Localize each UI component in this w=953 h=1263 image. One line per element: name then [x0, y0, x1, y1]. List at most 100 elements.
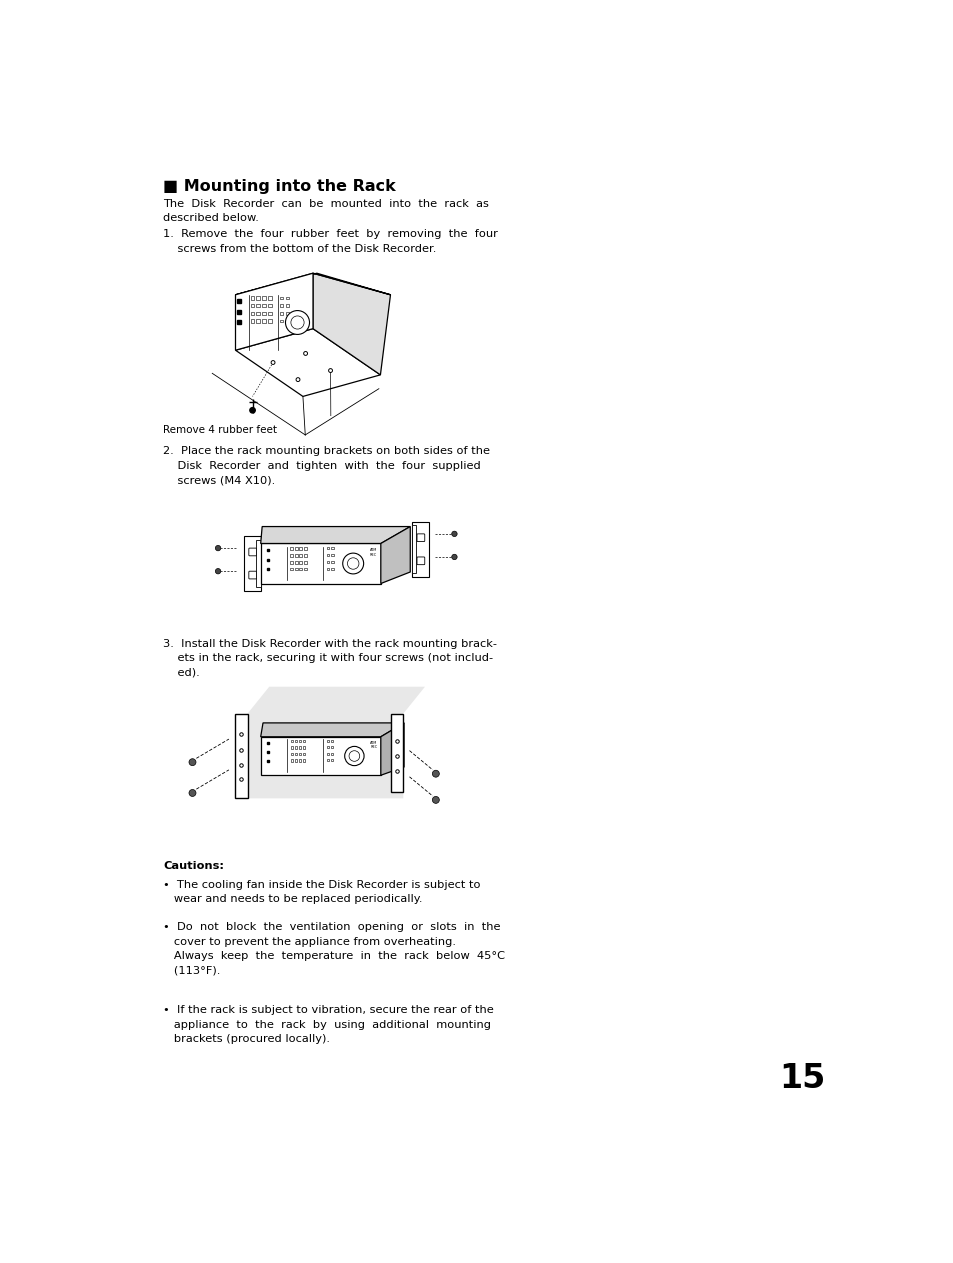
FancyBboxPatch shape [302, 746, 305, 749]
FancyBboxPatch shape [416, 534, 424, 542]
FancyBboxPatch shape [304, 567, 306, 571]
FancyBboxPatch shape [286, 297, 289, 299]
Circle shape [303, 351, 307, 355]
Text: •  The cooling fan inside the Disk Recorder is subject to
   wear and needs to b: • The cooling fan inside the Disk Record… [163, 880, 480, 904]
FancyBboxPatch shape [326, 746, 329, 749]
Polygon shape [313, 273, 390, 375]
FancyBboxPatch shape [302, 740, 305, 741]
FancyBboxPatch shape [234, 714, 247, 798]
Circle shape [452, 532, 456, 537]
FancyBboxPatch shape [416, 557, 424, 565]
FancyBboxPatch shape [291, 740, 293, 741]
FancyBboxPatch shape [291, 746, 293, 749]
Circle shape [250, 408, 255, 413]
FancyBboxPatch shape [286, 312, 289, 314]
Circle shape [189, 789, 195, 797]
FancyBboxPatch shape [268, 297, 272, 299]
FancyBboxPatch shape [302, 759, 305, 762]
Circle shape [295, 378, 299, 381]
FancyBboxPatch shape [290, 553, 293, 557]
Polygon shape [235, 273, 390, 294]
FancyBboxPatch shape [391, 714, 403, 792]
FancyBboxPatch shape [280, 320, 283, 322]
Circle shape [271, 360, 274, 365]
FancyBboxPatch shape [299, 567, 302, 571]
FancyBboxPatch shape [298, 746, 301, 749]
FancyBboxPatch shape [260, 736, 380, 775]
FancyBboxPatch shape [251, 312, 253, 316]
FancyBboxPatch shape [294, 561, 297, 563]
FancyBboxPatch shape [255, 539, 260, 587]
Circle shape [342, 553, 363, 573]
FancyBboxPatch shape [331, 554, 334, 557]
Circle shape [291, 316, 304, 330]
FancyBboxPatch shape [331, 568, 334, 571]
FancyBboxPatch shape [331, 759, 333, 762]
Text: •  Do  not  block  the  ventilation  opening  or  slots  in  the
   cover to pre: • Do not block the ventilation opening o… [163, 922, 505, 975]
FancyBboxPatch shape [298, 759, 301, 762]
Circle shape [452, 554, 456, 560]
FancyBboxPatch shape [249, 548, 256, 556]
Circle shape [189, 759, 195, 765]
FancyBboxPatch shape [286, 304, 289, 307]
Text: 2.  Place the rack mounting brackets on both sides of the
    Disk  Recorder  an: 2. Place the rack mounting brackets on b… [163, 446, 490, 485]
Text: Remove 4 rubber feet: Remove 4 rubber feet [163, 424, 277, 434]
FancyBboxPatch shape [304, 561, 306, 563]
FancyBboxPatch shape [268, 312, 272, 316]
FancyBboxPatch shape [326, 753, 329, 755]
Polygon shape [235, 273, 313, 350]
FancyBboxPatch shape [331, 753, 333, 755]
Circle shape [432, 797, 439, 803]
Polygon shape [260, 722, 404, 736]
FancyBboxPatch shape [262, 320, 266, 323]
Text: ■ Mounting into the Rack: ■ Mounting into the Rack [163, 178, 395, 193]
FancyBboxPatch shape [294, 759, 296, 762]
FancyBboxPatch shape [280, 312, 283, 314]
FancyBboxPatch shape [326, 554, 329, 557]
Text: 15: 15 [779, 1062, 825, 1095]
Polygon shape [380, 527, 410, 584]
FancyBboxPatch shape [326, 568, 329, 571]
FancyBboxPatch shape [290, 561, 293, 563]
FancyBboxPatch shape [262, 304, 266, 307]
Circle shape [344, 746, 364, 765]
FancyBboxPatch shape [268, 304, 272, 307]
FancyBboxPatch shape [304, 547, 306, 549]
Circle shape [347, 558, 358, 570]
Polygon shape [260, 527, 410, 543]
FancyBboxPatch shape [280, 304, 283, 307]
Circle shape [215, 546, 220, 551]
FancyBboxPatch shape [331, 740, 333, 741]
FancyBboxPatch shape [256, 312, 259, 316]
FancyBboxPatch shape [280, 297, 283, 299]
FancyBboxPatch shape [326, 740, 329, 741]
FancyBboxPatch shape [251, 320, 253, 323]
FancyBboxPatch shape [290, 567, 293, 571]
FancyBboxPatch shape [298, 740, 301, 741]
Polygon shape [247, 687, 424, 798]
FancyBboxPatch shape [412, 522, 429, 577]
FancyBboxPatch shape [326, 759, 329, 762]
FancyBboxPatch shape [256, 320, 259, 323]
FancyBboxPatch shape [299, 553, 302, 557]
Circle shape [215, 568, 220, 573]
FancyBboxPatch shape [249, 571, 256, 578]
FancyBboxPatch shape [251, 297, 253, 299]
Circle shape [349, 750, 359, 762]
FancyBboxPatch shape [331, 547, 334, 549]
FancyBboxPatch shape [290, 547, 293, 549]
FancyBboxPatch shape [286, 320, 289, 322]
Circle shape [432, 770, 439, 777]
Text: Cautions:: Cautions: [163, 860, 224, 870]
FancyBboxPatch shape [256, 304, 259, 307]
FancyBboxPatch shape [294, 553, 297, 557]
FancyBboxPatch shape [294, 740, 296, 741]
Circle shape [328, 369, 333, 373]
FancyBboxPatch shape [243, 536, 260, 591]
FancyBboxPatch shape [294, 746, 296, 749]
FancyBboxPatch shape [251, 304, 253, 307]
Text: ATM
REC: ATM REC [370, 548, 376, 557]
FancyBboxPatch shape [299, 547, 302, 549]
FancyBboxPatch shape [326, 547, 329, 549]
FancyBboxPatch shape [291, 753, 293, 755]
